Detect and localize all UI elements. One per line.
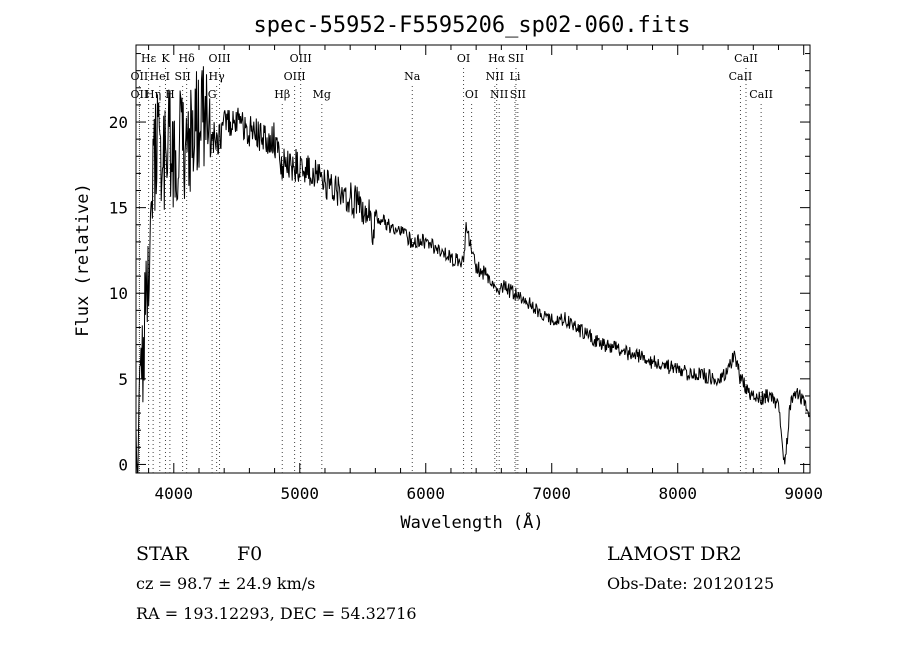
- tick-labels: 4000 5000 6000 7000 8000 9000 0 5 10 15 20: [109, 113, 823, 503]
- line-label: Hα: [488, 52, 506, 65]
- coords-label: RA = 193.12293, DEC = 54.32716: [136, 604, 417, 623]
- y-tick-label: 15: [109, 199, 128, 218]
- line-label: NII: [486, 70, 504, 83]
- x-tick-label: 9000: [784, 484, 823, 503]
- line-label: K: [161, 52, 170, 65]
- line-label: OIII: [290, 52, 312, 65]
- x-tick-label: 5000: [281, 484, 320, 503]
- line-label: Hβ: [274, 88, 290, 101]
- x-tick-label: 8000: [658, 484, 697, 503]
- line-label: SII: [174, 70, 190, 83]
- line-label: CaII: [729, 70, 753, 83]
- class-label: STAR: [136, 543, 189, 565]
- y-tick-label: 0: [118, 455, 128, 474]
- chart-title: spec-55952-F5595206_sp02-060.fits: [253, 13, 690, 38]
- line-label: OII: [131, 70, 149, 83]
- line-label: HeI: [150, 70, 170, 83]
- line-label: SII: [508, 52, 524, 65]
- line-label: CaII: [749, 88, 773, 101]
- line-label: SII: [510, 88, 526, 101]
- line-label: G: [208, 88, 217, 101]
- plot-frame: [135, 44, 811, 474]
- line-markers: [138, 68, 762, 473]
- line-label: OIII: [208, 52, 230, 65]
- line-label: Hε: [141, 52, 157, 65]
- line-label: OII: [131, 88, 149, 101]
- survey-label: LAMOST DR2: [607, 543, 742, 565]
- line-label: Li: [510, 70, 521, 83]
- line-label: OI: [457, 52, 470, 65]
- x-axis-label: Wavelength (Å): [400, 511, 543, 533]
- line-label: CaII: [734, 52, 758, 65]
- cz-label: cz = 98.7 ± 24.9 km/s: [136, 574, 315, 593]
- y-tick-label: 5: [118, 370, 128, 389]
- line-label: OIII: [284, 70, 306, 83]
- y-tick-label: 20: [109, 113, 128, 132]
- x-tick-label: 4000: [155, 484, 194, 503]
- x-tick-label: 6000: [406, 484, 445, 503]
- line-label: Mg: [313, 88, 331, 101]
- x-tick-label: 7000: [532, 484, 571, 503]
- line-label: Hη: [145, 88, 161, 101]
- line-label: OI: [465, 88, 478, 101]
- subclass-label: F0: [237, 543, 262, 565]
- obs-date-label: Obs-Date: 20120125: [607, 574, 774, 593]
- y-axis-label: Flux (relative): [73, 183, 93, 337]
- line-label: Hδ: [179, 52, 196, 65]
- line-label: Na: [404, 70, 421, 83]
- spectrum-line: [135, 66, 811, 474]
- line-label: Hγ: [209, 70, 226, 83]
- line-label: NII: [490, 88, 508, 101]
- y-tick-label: 10: [109, 284, 128, 303]
- axis-ticks: [136, 45, 810, 473]
